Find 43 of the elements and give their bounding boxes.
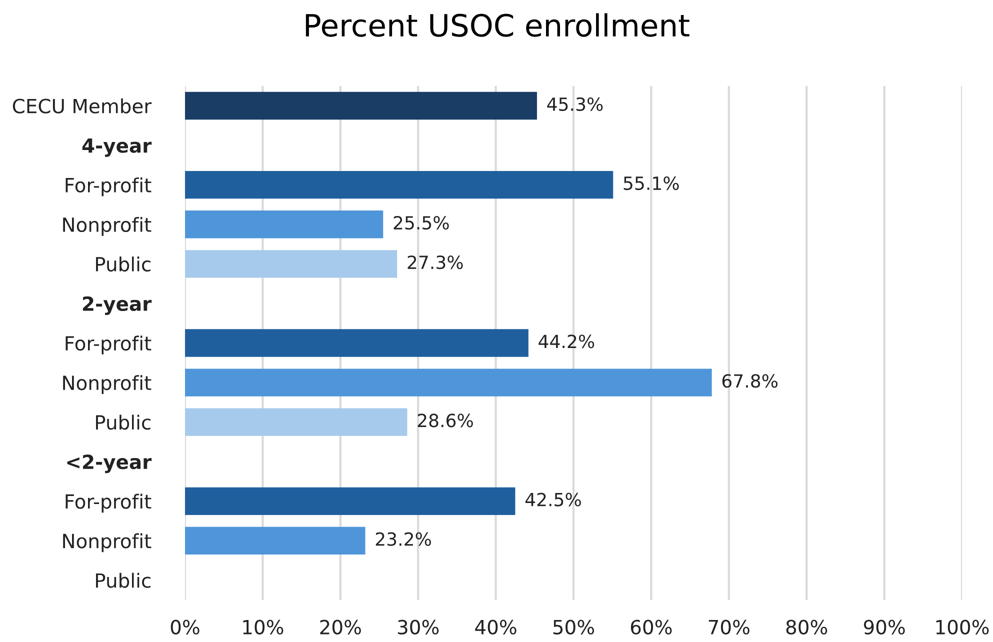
bar xyxy=(185,408,408,436)
data-label: 28.6% xyxy=(418,414,473,428)
bar xyxy=(185,250,398,278)
y-tick-label: Nonprofit xyxy=(63,216,152,236)
y-tick-label: Nonprofit xyxy=(63,533,152,552)
x-tick-label: 90% xyxy=(864,620,905,634)
data-label: 55.1% xyxy=(624,176,679,190)
bar xyxy=(185,210,384,238)
y-tick-label: For-profit xyxy=(66,494,152,513)
x-tick-label: 80% xyxy=(786,620,828,634)
data-label: 42.5% xyxy=(525,492,581,506)
y-tick-label: <2-year xyxy=(67,454,152,474)
data-label: 23.2% xyxy=(376,532,431,546)
y-tick-label: For-profit xyxy=(66,336,152,354)
x-tick-label: 60% xyxy=(630,620,672,634)
y-tick-label: For-profit xyxy=(66,177,152,196)
bar xyxy=(185,368,712,396)
data-label: 67.8% xyxy=(722,374,778,388)
y-tick-label: Public xyxy=(96,256,150,272)
bar xyxy=(185,329,528,357)
x-tick-label: 10% xyxy=(243,620,284,634)
bar xyxy=(185,92,537,120)
data-label: 45.3% xyxy=(547,97,603,112)
y-tick-label: 2-year xyxy=(83,296,152,315)
chart-title: Percent USOC enrollment xyxy=(306,13,690,37)
x-tick-label: 0% xyxy=(170,620,200,634)
x-tick-label: 40% xyxy=(475,620,516,634)
y-tick-label: Public xyxy=(96,572,150,588)
y-tick-label: Nonprofit xyxy=(63,375,152,394)
data-label: 25.5% xyxy=(394,216,449,230)
y-tick-label: Public xyxy=(96,414,150,430)
x-tick-label: 20% xyxy=(320,620,361,634)
x-tick-label: 70% xyxy=(708,620,750,634)
data-label: 27.3% xyxy=(408,256,463,270)
bar xyxy=(185,487,516,515)
y-tick-label: CECU Member xyxy=(12,98,152,114)
x-tick-label: 100% xyxy=(936,620,989,634)
data-label: 44.2% xyxy=(538,334,594,348)
x-tick-label: 50% xyxy=(553,620,594,634)
y-tick-label: 4-year xyxy=(82,138,152,157)
bar xyxy=(185,171,614,199)
x-tick-label: 30% xyxy=(398,620,439,634)
bar xyxy=(185,526,366,555)
